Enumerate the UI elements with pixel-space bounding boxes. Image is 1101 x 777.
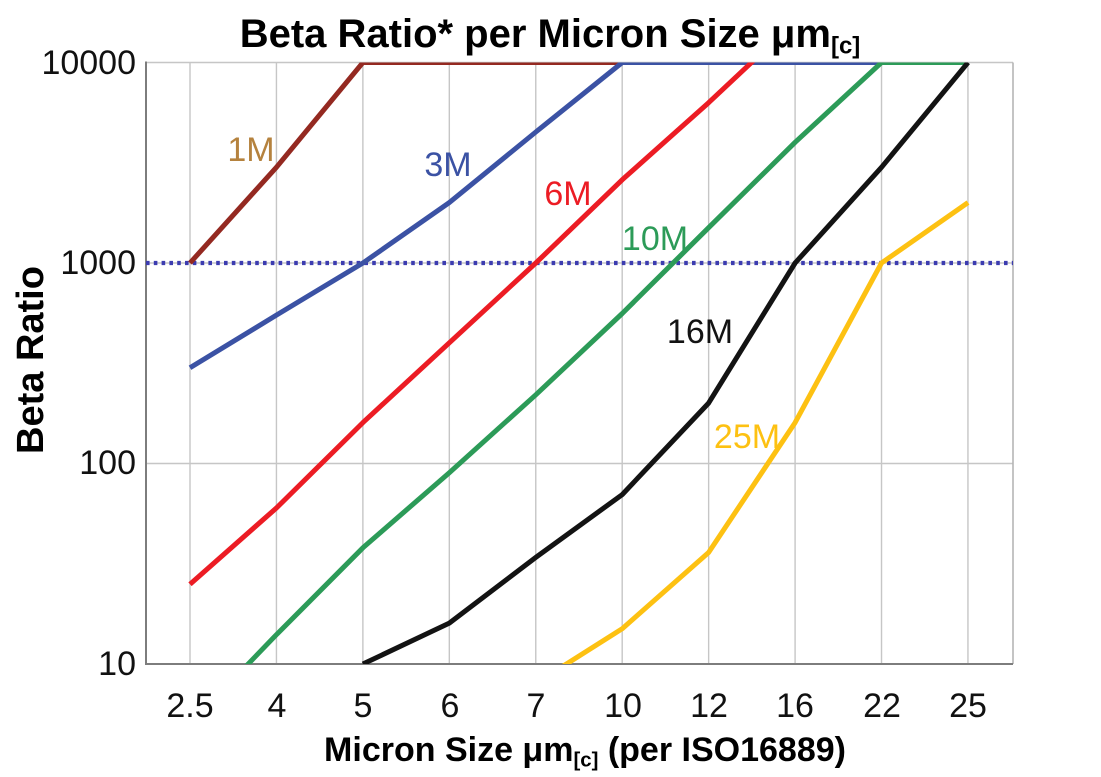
x-tick-label-16: 16 [776, 687, 814, 725]
x-tick-label-5: 5 [353, 687, 373, 725]
y-axis-title-text: Beta Ratio [9, 266, 52, 454]
series-label-16M: 16M [666, 313, 734, 351]
x-tick-label-12: 12 [690, 687, 728, 725]
x-axis-title-suffix: (per ISO16889) [598, 731, 846, 769]
chart-title-text: Beta Ratio* per Micron Size [239, 12, 771, 56]
series-label-3M: 3M [424, 146, 472, 184]
chart-title-unit: μm [770, 12, 831, 56]
x-axis-title-text: Micron Size [324, 731, 523, 769]
series-label-1M: 1M [227, 131, 275, 169]
x-tick-label-2.5: 2.5 [166, 687, 214, 725]
y-tick-label-1000: 1000 [60, 244, 136, 282]
x-tick-label-22: 22 [863, 687, 901, 725]
series-label-25M: 25M [713, 418, 781, 456]
x-axis-title: Micron Size μm[c] (per ISO16889) [145, 731, 1025, 773]
x-tick-label-4: 4 [267, 687, 287, 725]
plot-border [145, 61, 1014, 665]
line-3M [188, 62, 968, 370]
line-1M [188, 62, 968, 265]
x-tick-label-7: 7 [526, 687, 546, 725]
line-25M [561, 200, 970, 664]
x-axis-title-unit: μm [522, 731, 574, 769]
series-label-6M: 6M [544, 175, 592, 213]
series-label-10M: 10M [621, 220, 689, 258]
chart-title: Beta Ratio* per Micron Size μm[c] [60, 12, 1040, 61]
x-tick-label-10: 10 [604, 687, 642, 725]
x-tick-label-25: 25 [949, 687, 987, 725]
y-tick-label-10: 10 [98, 645, 136, 683]
gridlines [146, 61, 1013, 664]
line-10M [244, 62, 968, 664]
y-tick-label-100: 100 [79, 444, 136, 482]
series-lines [188, 62, 970, 664]
chart-title-subscript: [c] [830, 32, 861, 60]
y-tick-label-10000: 10000 [41, 44, 136, 82]
x-tick-label-6: 6 [440, 687, 460, 725]
line-16M [361, 62, 970, 664]
x-axis-title-subscript: [c] [573, 749, 599, 772]
line-6M [188, 62, 756, 587]
